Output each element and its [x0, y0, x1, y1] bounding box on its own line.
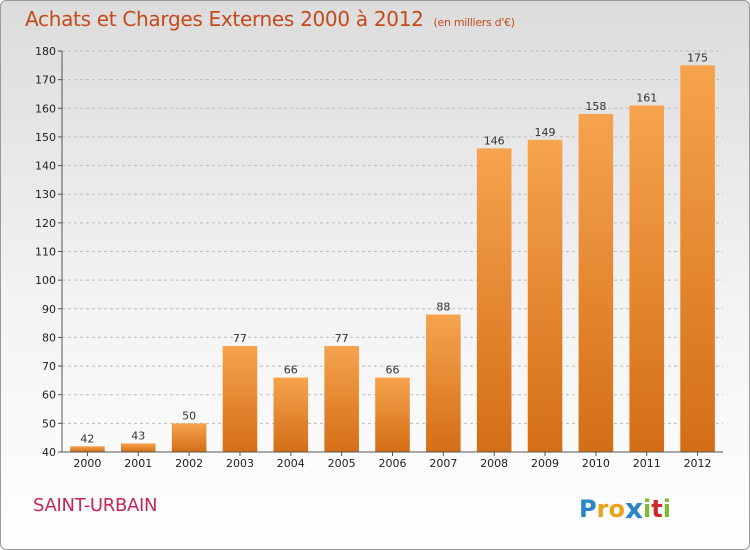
- bar: [70, 446, 105, 452]
- x-tick-label: 2005: [328, 457, 356, 470]
- bar: [222, 346, 258, 452]
- logo-letter: P: [579, 495, 597, 523]
- y-tick-label: 160: [35, 102, 56, 115]
- logo-letter: x: [624, 492, 643, 525]
- data-label: 77: [233, 332, 247, 345]
- y-tick-label: 40: [42, 446, 56, 459]
- bar: [171, 423, 207, 452]
- bar: [426, 314, 461, 452]
- y-tick-label: 90: [42, 303, 56, 316]
- bar: [629, 105, 665, 453]
- x-tick-label: 2003: [226, 457, 254, 470]
- data-label: 175: [687, 51, 708, 64]
- bar: [680, 65, 715, 453]
- data-label: 161: [636, 91, 657, 104]
- bar: [476, 148, 512, 452]
- x-tick-label: 2000: [73, 457, 101, 470]
- y-tick-label: 120: [35, 217, 56, 230]
- y-tick-label: 80: [42, 331, 56, 344]
- bar: [527, 139, 563, 453]
- y-tick-label: 60: [42, 389, 56, 402]
- x-tick-label: 2011: [633, 457, 661, 470]
- bar: [578, 114, 614, 452]
- data-label: 158: [585, 100, 606, 113]
- y-tick-label: 50: [42, 417, 56, 430]
- y-tick-label: 170: [35, 74, 56, 87]
- commune-name: SAINT-URBAIN: [33, 495, 158, 516]
- x-tick-label: 2006: [379, 457, 407, 470]
- x-tick-label: 2009: [531, 457, 559, 470]
- title-text: Achats et Charges Externes 2000 à 2012: [25, 7, 424, 31]
- y-tick-label: 110: [35, 246, 56, 259]
- x-tick-label: 2008: [480, 457, 508, 470]
- labels: 40 50 60 70 80 90 100 110 120 130 140 150 160 170 180 4…: [35, 45, 712, 470]
- logo-letter: o: [608, 495, 625, 523]
- x-tick-label: 2012: [684, 457, 712, 470]
- axes: [58, 50, 723, 456]
- data-label: 42: [80, 432, 94, 445]
- x-tick-label: 2004: [277, 457, 305, 470]
- y-tick-label: 140: [35, 160, 56, 173]
- x-tick-label: 2002: [175, 457, 203, 470]
- data-label: 43: [131, 429, 145, 442]
- chart-subtitle: (en milliers d'€): [433, 16, 515, 29]
- data-label: 66: [284, 364, 298, 377]
- logo-letter: r: [596, 495, 609, 523]
- data-label: 146: [484, 134, 505, 147]
- data-label: 77: [335, 332, 349, 345]
- data-label: 66: [386, 364, 400, 377]
- x-tick-label: 2001: [124, 457, 152, 470]
- logo-letter: i: [662, 495, 671, 523]
- proxiti-logo: Proxiti: [579, 491, 671, 525]
- bar: [273, 377, 309, 452]
- logo-letter: t: [651, 495, 663, 523]
- data-label: 88: [436, 301, 450, 314]
- y-tick-label: 70: [42, 360, 56, 373]
- bar: [324, 346, 359, 452]
- logo-letter: i: [643, 495, 652, 523]
- y-tick-label: 130: [35, 188, 56, 201]
- x-tick-label: 2007: [429, 457, 457, 470]
- x-tick-label: 2010: [582, 457, 610, 470]
- data-label: 149: [535, 126, 556, 139]
- bar: [375, 377, 410, 452]
- y-tick-label: 150: [35, 131, 56, 144]
- y-tick-label: 100: [35, 274, 56, 287]
- bars: [70, 65, 715, 453]
- chart-title: Achats et Charges Externes 2000 à 2012 (e…: [25, 7, 515, 31]
- data-label: 50: [182, 409, 196, 422]
- bar: [120, 443, 156, 452]
- y-tick-label: 180: [35, 45, 56, 58]
